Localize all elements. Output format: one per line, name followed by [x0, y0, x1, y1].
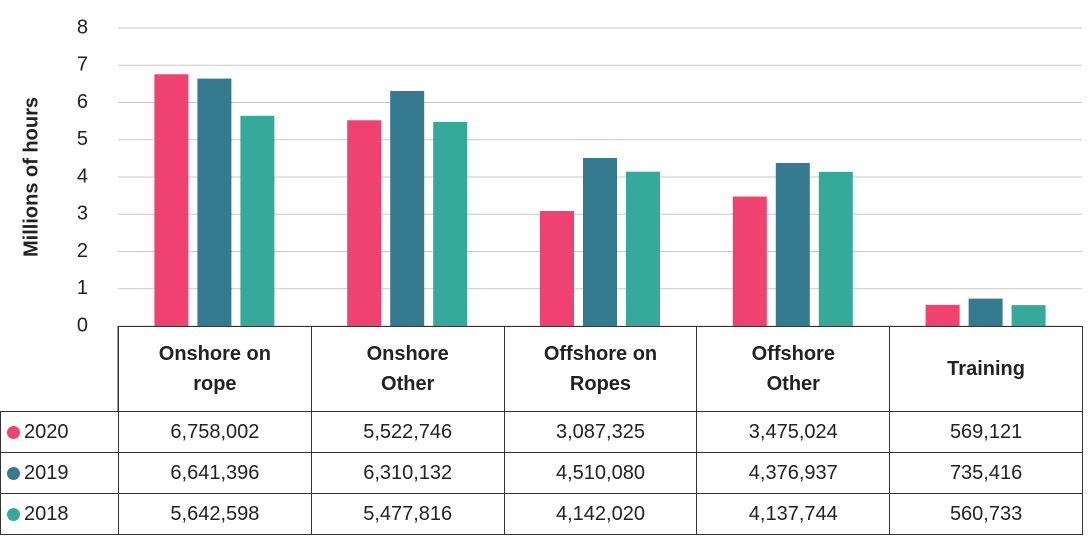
bar [732, 196, 767, 326]
y-tick-label: 1 [77, 277, 88, 299]
value-cell: 4,137,744 [696, 493, 891, 535]
category-cell: Offshore Other [696, 326, 891, 412]
y-tick-label: 3 [77, 203, 88, 225]
category-cell: Onshore Other [310, 326, 505, 412]
value-cell: 735,416 [889, 452, 1083, 494]
y-tick-label: 8 [77, 16, 88, 38]
y-tick-label: 4 [77, 165, 88, 187]
value-cell: 6,758,002 [118, 411, 312, 453]
value-cell: 3,087,325 [503, 411, 698, 453]
y-tick-label: 5 [77, 128, 88, 150]
x-tick-label: Training [947, 358, 1025, 380]
category-cell: Offshore on Ropes [503, 326, 698, 412]
bar [818, 171, 853, 326]
series-row: 2018 5,642,598 5,477,816 4,142,020 4,137,744… [0, 493, 1083, 535]
bar [347, 120, 382, 326]
legend-label: 2020 [24, 420, 69, 443]
data-table: Onshore on rope Onshore Other Offshore on … [0, 326, 1083, 535]
bar [433, 121, 468, 326]
y-tick-label: 6 [77, 91, 88, 113]
y-axis-title: Millions of hours [20, 97, 42, 257]
legend-cell: 2019 [0, 452, 119, 494]
value-cell: 6,641,396 [118, 452, 312, 494]
value-cell: 5,477,816 [310, 493, 505, 535]
x-tick-label: Offshore Other [751, 343, 835, 395]
x-tick-label: Onshore Other [366, 343, 449, 395]
y-tick-label: 0 [77, 314, 88, 336]
value-cell: 3,475,024 [696, 411, 891, 453]
bar [390, 90, 425, 326]
value-cell: 5,642,598 [118, 493, 312, 535]
bar [540, 210, 574, 326]
value-cell: 569,121 [889, 411, 1083, 453]
bar [968, 298, 1003, 326]
value-cell: 6,310,132 [310, 452, 505, 494]
legend-label: 2019 [24, 461, 69, 484]
bar [583, 157, 617, 326]
header-row: Onshore on rope Onshore Other Offshore on … [1, 326, 1083, 412]
value-cell: 4,376,937 [696, 452, 891, 494]
legend-label: 2018 [24, 502, 69, 525]
y-tick-label: 2 [77, 240, 88, 262]
x-tick-label: Offshore on Ropes [543, 343, 658, 395]
y-tick-label: 7 [77, 54, 88, 76]
blank-cell [1, 327, 119, 412]
legend-dot [7, 466, 20, 480]
legend-cell: 2020 [0, 411, 119, 453]
bar [240, 115, 275, 326]
bar [626, 171, 660, 326]
bar [775, 162, 810, 326]
legend-dot [7, 425, 20, 439]
category-cell: Onshore on rope [118, 326, 312, 412]
bar [154, 74, 189, 326]
category-cell: Training [889, 326, 1083, 412]
bar [197, 78, 232, 326]
value-cell: 4,510,080 [503, 452, 698, 494]
bar [925, 304, 960, 326]
value-cell: 4,142,020 [503, 493, 698, 535]
legend-dot [7, 507, 20, 521]
legend-cell: 2018 [0, 493, 119, 535]
bar [1011, 305, 1046, 326]
value-cell: 5,522,746 [310, 411, 505, 453]
series-row: 2020 6,758,002 5,522,746 3,087,325 3,475,024… [0, 411, 1083, 453]
series-row: 2019 6,641,396 6,310,132 4,510,080 4,376,937… [0, 452, 1083, 494]
x-tick-label: Onshore on rope [158, 343, 271, 395]
value-cell: 560,733 [889, 493, 1083, 535]
